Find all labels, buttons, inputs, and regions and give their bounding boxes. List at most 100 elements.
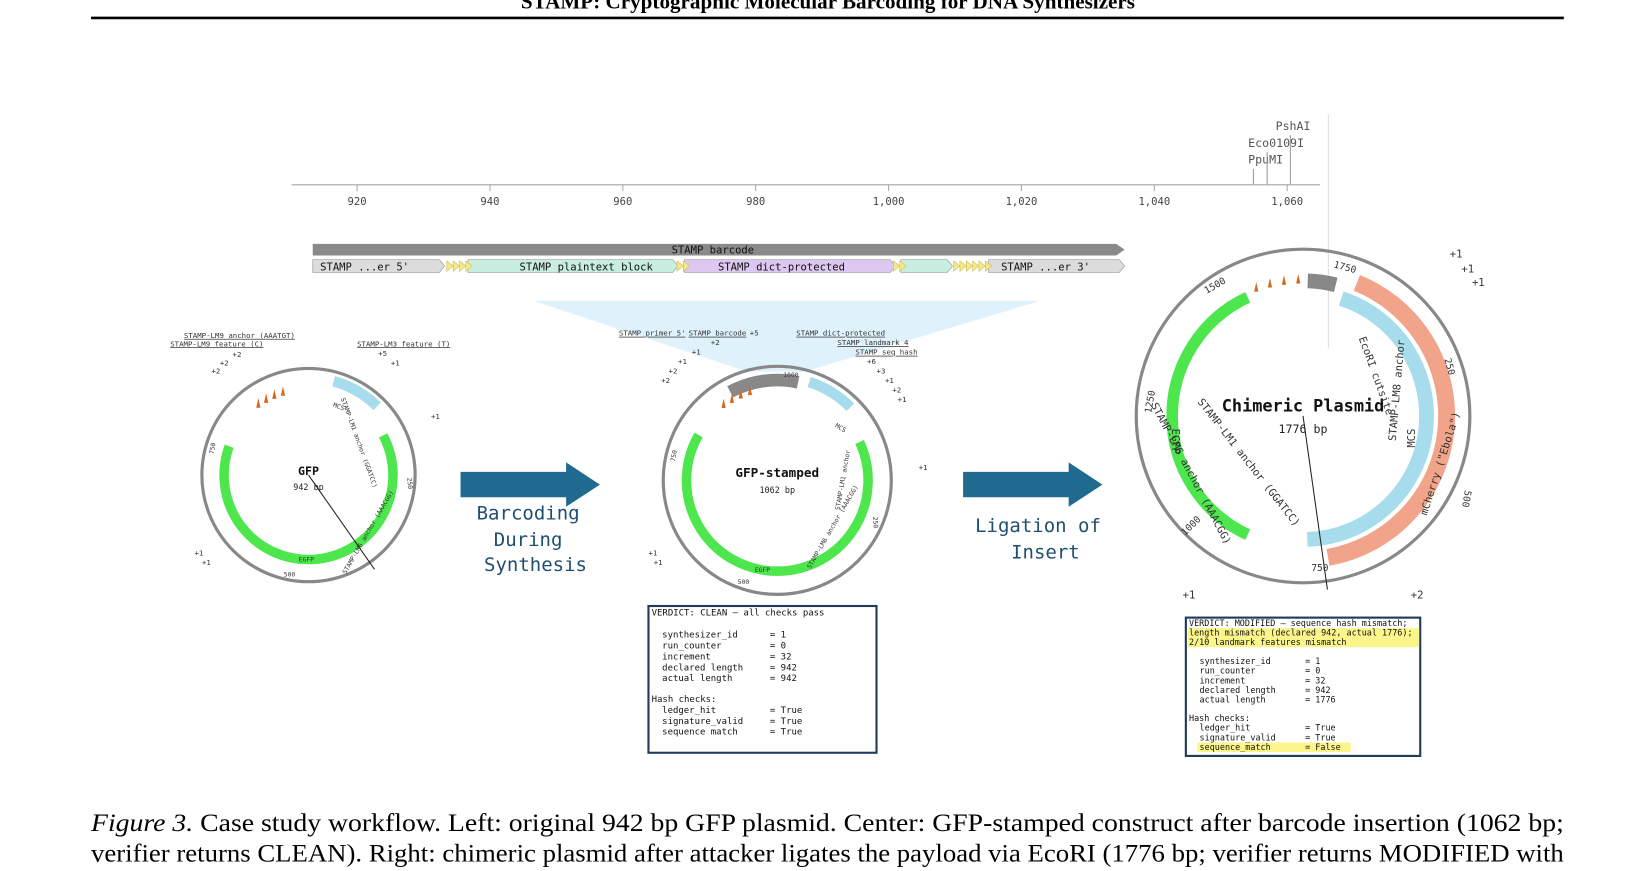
field-key: synthesizer_id <box>1200 656 1271 666</box>
ruler-tick-label: 1,040 <box>1138 196 1170 208</box>
plasmid-name: GFP <box>298 464 319 478</box>
map-label: MCS <box>834 423 848 435</box>
cut-line <box>1302 415 1328 590</box>
field-key: actual length <box>662 674 732 684</box>
map-label: +2 <box>669 367 678 376</box>
arrow-label: Ligation of <box>975 515 1101 537</box>
arrow-label: Synthesis <box>484 554 587 576</box>
map-label: 750 <box>209 442 218 455</box>
running-title: STAMP: Cryptographic Molecular Barcoding… <box>521 0 1135 13</box>
ruler-tick-label: 1,020 <box>1006 196 1038 208</box>
feature-segment <box>988 259 1126 273</box>
field-key: ledger_hit <box>662 706 716 716</box>
map-label: +2 <box>892 386 901 395</box>
backbone <box>1134 247 1472 585</box>
mcs-arc <box>332 376 381 411</box>
map-label: +1 <box>194 548 203 557</box>
field-value: = 942 <box>770 663 797 673</box>
enzyme-label: Eco0109I <box>1248 136 1304 150</box>
feature-arrowhead <box>893 260 901 272</box>
feature-arrowhead <box>446 260 454 272</box>
feature-label: STAMP ...er 3' <box>1001 261 1090 273</box>
map-label: 1000 <box>783 372 798 379</box>
hash-title: Hash checks: <box>652 695 717 705</box>
field-value: = True <box>770 728 802 738</box>
egfp-arc <box>681 432 873 576</box>
landmark-marker <box>1281 275 1287 285</box>
caption-line: verifier returns CLEAN). Right: chimeric… <box>91 840 1564 867</box>
field-key: increment <box>662 652 711 662</box>
map-label: +1 <box>654 558 663 567</box>
plasmid-length: 1062 bp <box>759 485 795 495</box>
map-label: +1 <box>202 558 211 567</box>
map-label: 500 <box>738 579 750 586</box>
backbone <box>661 364 893 596</box>
landmark-marker <box>747 385 753 396</box>
map-label: STAMP barcode <box>689 329 747 338</box>
landmark-marker <box>729 393 735 403</box>
map-label: +5 <box>378 349 387 358</box>
feature-segment <box>467 259 679 273</box>
field-value: = 1 <box>770 631 786 641</box>
field-value: = True <box>770 717 802 727</box>
map-label: EGFP <box>1169 429 1181 454</box>
feature-segment <box>900 259 953 273</box>
feature-arrowhead <box>459 260 467 272</box>
enzyme-label: PshAI <box>1276 119 1311 133</box>
map-label: STAMP-LM3 feature (T) <box>357 339 450 348</box>
field-key: declared length <box>1200 685 1276 695</box>
field-value: = 0 <box>770 642 786 652</box>
feature-arrowhead <box>953 260 961 272</box>
field-value: = False <box>1305 742 1341 752</box>
map-label: STAMP-LM8 anchor <box>1387 339 1408 441</box>
feature-label: STAMP dict-protected <box>718 261 845 273</box>
verdict-box <box>647 604 878 754</box>
field-value: = True <box>770 706 802 716</box>
feature-arrowhead <box>465 260 473 272</box>
feature-arrowhead <box>676 260 684 272</box>
verdict-status: VERDICT: MODIFIED — sequence hash mismat… <box>1189 618 1407 628</box>
map-label: +2 <box>661 376 670 385</box>
map-label: +2 <box>1411 590 1424 602</box>
landmark-marker <box>264 393 269 403</box>
map-label: +2 <box>211 367 220 376</box>
ruler-tick-label: 940 <box>480 196 499 208</box>
landmark-marker <box>1296 273 1301 284</box>
map-label: +1 <box>1183 590 1196 602</box>
verdict-status: VERDICT: CLEAN — all checks pass <box>652 609 825 619</box>
flow-arrow <box>963 462 1103 507</box>
plasmid-name: Chimeric Plasmid <box>1222 396 1385 416</box>
barcode-label: STAMP barcode <box>672 244 755 256</box>
map-label: MCS <box>332 402 345 413</box>
map-label: +1 <box>1450 249 1463 261</box>
ruler-tick-label: 980 <box>746 196 765 208</box>
flow-arrow <box>460 462 600 507</box>
map-label: 1750 <box>1332 260 1357 277</box>
landmark-marker <box>280 386 286 396</box>
enzyme-label: PpuMI <box>1248 153 1283 167</box>
field-value: = 1776 <box>1305 695 1335 705</box>
ruler-tick-label: 1,000 <box>873 196 905 208</box>
landmark-marker <box>256 398 261 408</box>
map-label: +2 <box>232 350 241 359</box>
map-label: 1000 <box>1179 514 1203 538</box>
landmark-marker <box>1254 282 1259 292</box>
field-key: sequence match <box>662 728 738 738</box>
map-label: 250 <box>405 477 413 489</box>
ruler-tick-label: 1,060 <box>1271 196 1303 208</box>
map-label: +1 <box>898 395 907 404</box>
map-label: STAMP-LM1 anchor (GGATCC) <box>339 397 378 489</box>
highlight <box>1197 742 1351 753</box>
verdict-status: 2/10 landmark features mismatch <box>1189 637 1346 647</box>
landmark-marker <box>721 398 726 409</box>
map-label: +1 <box>885 376 894 385</box>
field-key: signature_valid <box>662 717 743 727</box>
feature-arrowhead <box>683 260 691 272</box>
map-label: +1 <box>648 548 657 557</box>
map-label: +1 <box>391 358 400 367</box>
field-value: = True <box>1305 732 1335 742</box>
map-label: +2 <box>711 338 720 347</box>
field-value: = 32 <box>770 652 792 662</box>
zoom-wedge <box>533 300 1041 372</box>
